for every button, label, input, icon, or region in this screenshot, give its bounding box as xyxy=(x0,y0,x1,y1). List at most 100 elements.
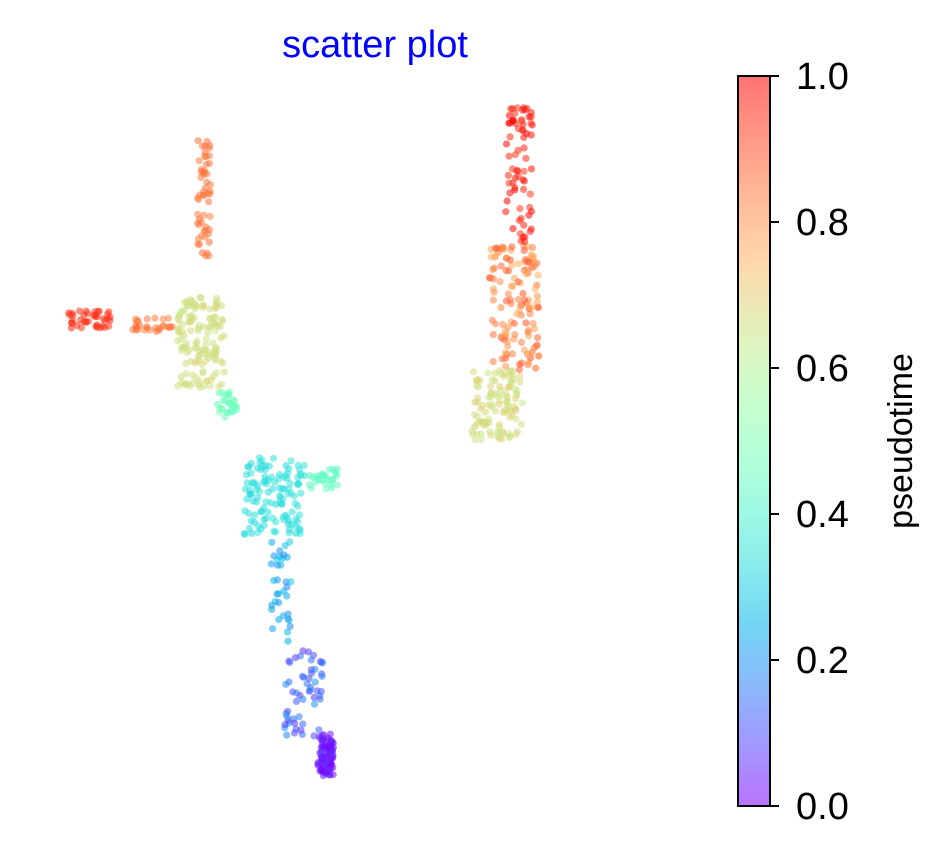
scatter-point xyxy=(506,432,514,440)
scatter-point xyxy=(268,538,276,546)
scatter-point xyxy=(502,208,510,216)
scatter-point xyxy=(261,473,269,481)
scatter-point xyxy=(506,414,514,422)
scatter-point xyxy=(180,381,188,389)
scatter-point xyxy=(251,511,259,519)
scatter-point xyxy=(220,332,228,340)
scatter-point xyxy=(498,332,506,340)
point-cluster xyxy=(267,538,295,645)
scatter-point xyxy=(297,489,305,497)
point-cluster xyxy=(306,465,341,493)
point-cluster xyxy=(314,730,337,780)
scatter-point xyxy=(206,212,214,220)
scatter-point xyxy=(253,485,261,493)
scatter-point xyxy=(218,405,226,413)
scatter-point xyxy=(67,324,75,332)
scatter-point xyxy=(200,167,208,175)
scatter-point xyxy=(511,407,520,415)
scatter-point xyxy=(516,360,524,368)
scatter-point xyxy=(205,144,213,152)
scatter-point xyxy=(474,376,482,384)
scatter-point xyxy=(306,481,314,489)
scatter-point xyxy=(526,190,534,198)
point-cluster xyxy=(468,367,526,444)
scatter-point xyxy=(281,721,289,729)
scatter-point xyxy=(315,726,323,734)
scatter-point xyxy=(257,525,265,533)
scatter-point xyxy=(513,310,521,318)
scatter-point xyxy=(528,243,537,252)
scatter-point xyxy=(133,324,141,332)
scatter-point xyxy=(269,625,277,633)
scatter-point xyxy=(292,697,301,706)
scatter-point xyxy=(318,470,326,478)
scatter-point xyxy=(514,173,523,181)
scatter-point xyxy=(105,308,113,316)
scatter-point xyxy=(191,300,199,308)
scatter-point xyxy=(232,403,240,411)
scatter-point xyxy=(516,372,524,380)
scatter-point xyxy=(519,233,527,242)
scatter-point xyxy=(288,508,296,516)
scatter-point xyxy=(533,292,542,300)
colorbar-gradient xyxy=(738,76,770,806)
scatter-point xyxy=(241,485,250,493)
scatter-point xyxy=(528,303,536,311)
scatter-point xyxy=(527,131,535,139)
scatter-point xyxy=(286,622,294,631)
scatter-point xyxy=(176,308,184,317)
scatter-point xyxy=(279,513,287,521)
scatter-point xyxy=(520,185,528,193)
point-cluster xyxy=(502,104,536,246)
scatter-point xyxy=(258,507,266,515)
scatter-point xyxy=(268,605,276,614)
scatter-point xyxy=(508,350,517,358)
scatter-point xyxy=(275,599,283,607)
scatter-point xyxy=(284,490,292,498)
scatter-point xyxy=(507,282,515,290)
scatter-point xyxy=(267,473,276,481)
scatter-point xyxy=(524,326,532,335)
plot-area xyxy=(65,104,543,780)
scatter-point xyxy=(514,167,522,175)
scatter-point xyxy=(508,105,517,113)
scatter-point xyxy=(303,680,311,688)
scatter-point xyxy=(201,233,209,241)
scatter-point xyxy=(212,356,220,364)
scatter-point xyxy=(527,207,536,215)
scatter-point xyxy=(504,171,512,179)
scatter-point xyxy=(183,348,191,356)
scatter-point xyxy=(527,165,536,173)
scatter-point xyxy=(297,470,305,478)
scatter-point xyxy=(280,587,288,595)
scatter-point xyxy=(197,294,205,302)
scatter-point xyxy=(520,167,528,175)
scatter-point xyxy=(192,340,200,348)
scatter-point xyxy=(329,475,337,483)
scatter-point xyxy=(143,323,151,331)
scatter-point xyxy=(212,301,220,309)
scatter-point xyxy=(194,240,202,248)
scatter-point xyxy=(310,732,318,740)
scatter-point xyxy=(484,369,492,377)
scatter-point xyxy=(497,304,505,312)
scatter-point xyxy=(201,227,209,235)
chart-title: scatter plot xyxy=(282,24,468,66)
scatter-point xyxy=(506,256,515,264)
scatter-point xyxy=(487,389,495,397)
scatter-point xyxy=(510,335,518,343)
scatter-point xyxy=(520,246,528,254)
scatter-point xyxy=(505,383,513,391)
scatter-point xyxy=(485,419,493,427)
scatter-point xyxy=(530,325,539,333)
scatter-point xyxy=(211,349,219,357)
scatter-point xyxy=(287,457,295,465)
scatter-point xyxy=(505,179,513,187)
scatter-point xyxy=(322,769,330,778)
scatter-point xyxy=(469,368,478,376)
scatter-point xyxy=(280,473,288,481)
scatter-point xyxy=(76,307,84,315)
scatter-point xyxy=(195,157,203,165)
colorbar-tick-label: 0.4 xyxy=(796,494,849,536)
scatter-point xyxy=(182,370,190,378)
